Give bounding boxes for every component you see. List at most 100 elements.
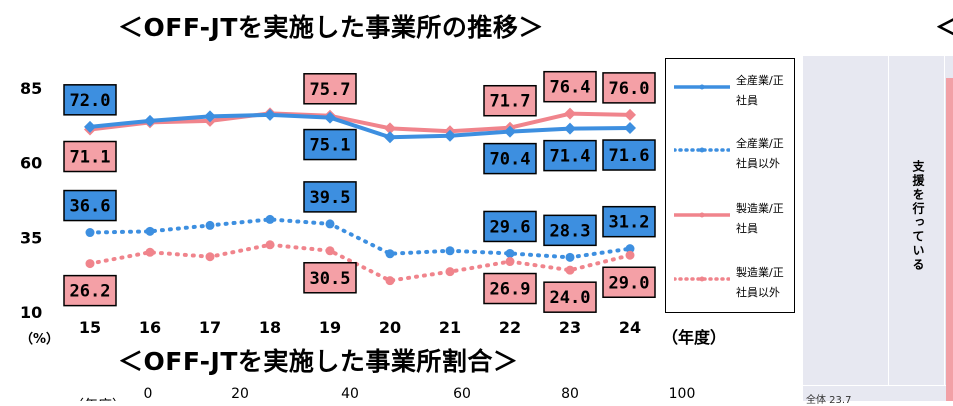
- second-axis-tick: 80: [561, 386, 579, 401]
- legend-item-2: 製造業/正社員: [666, 199, 796, 239]
- data-label-box: [303, 73, 357, 105]
- data-label-box: [543, 281, 597, 313]
- legend-item-0: 全産業/正社員: [666, 71, 796, 111]
- data-label: 70.4: [490, 150, 531, 170]
- data-point: [324, 111, 336, 124]
- x-tick-label: 17: [199, 318, 221, 337]
- legend-label-1: 全産業/正社員以外: [736, 137, 784, 170]
- data-label-box: [303, 262, 357, 294]
- right-table-divider: [944, 56, 945, 386]
- series-line-0: [89, 112, 631, 140]
- legend-item-3: 製造業/正社員以外: [666, 263, 796, 303]
- data-label: 71.6: [609, 146, 650, 166]
- series-line-1: [88, 217, 632, 260]
- second-axis-tick: 100: [669, 386, 696, 401]
- second-axis-tick: 20: [231, 386, 249, 401]
- second-axis-tick: 0: [144, 386, 153, 401]
- data-point: [564, 107, 576, 120]
- data-point: [265, 214, 275, 224]
- data-label-box: [63, 274, 117, 307]
- x-tick-label: 19: [319, 318, 341, 337]
- data-label: 71.1: [70, 148, 111, 168]
- second-axis-label: （年度）: [70, 398, 126, 401]
- data-label-box: [483, 272, 537, 305]
- data-label: 24.0: [550, 288, 591, 308]
- data-label-box: [543, 139, 597, 172]
- data-point: [144, 114, 156, 127]
- data-label: 30.5: [310, 269, 351, 289]
- data-point: [565, 265, 575, 275]
- data-label: 26.9: [490, 280, 531, 300]
- legend-swatch-0: [674, 84, 730, 90]
- data-label-box: [303, 128, 357, 161]
- data-point: [445, 267, 455, 277]
- y-tick-label: 85: [20, 79, 42, 98]
- data-point: [384, 122, 396, 135]
- data-point: [625, 244, 635, 254]
- data-point: [385, 276, 395, 286]
- data-label-box: [483, 142, 537, 175]
- right-table-header: 支援を行っている: [911, 160, 925, 272]
- data-point: [264, 108, 276, 121]
- legend-swatch-2: [674, 212, 730, 218]
- data-label: 39.5: [310, 188, 351, 208]
- data-point: [565, 252, 575, 262]
- series-line-2: [89, 111, 631, 134]
- data-label: 29.6: [490, 217, 531, 237]
- data-label-box: [543, 214, 597, 247]
- data-label-box: [303, 181, 357, 213]
- chart-title: ＜OFF-JTを実施した事業所の推移＞: [118, 13, 544, 42]
- series-line-3: [88, 242, 632, 283]
- y-tick-label: 35: [20, 228, 42, 247]
- data-point: [625, 250, 635, 260]
- data-label-box: [483, 210, 537, 243]
- data-label: 76.4: [550, 78, 591, 98]
- data-point: [205, 220, 215, 230]
- legend-swatch-3: [674, 276, 730, 282]
- data-label: 71.7: [490, 92, 531, 112]
- data-label-box: [602, 205, 656, 238]
- right-chart-title-partial: ＜: [935, 13, 953, 42]
- data-point: [265, 240, 275, 250]
- data-point: [505, 248, 515, 258]
- data-point: [444, 129, 456, 142]
- data-label: 28.3: [550, 221, 591, 241]
- data-label: 72.0: [70, 91, 111, 111]
- data-point: [205, 252, 215, 262]
- data-point: [384, 131, 396, 144]
- legend-item-1: 全産業/正社員以外: [666, 134, 796, 174]
- x-tick-label: 15: [79, 318, 101, 337]
- second-axis-tick: 60: [453, 386, 471, 401]
- data-point: [204, 110, 216, 123]
- x-tick-label: 21: [439, 318, 461, 337]
- data-label-box: [63, 140, 117, 173]
- data-point: [624, 108, 636, 121]
- data-point: [325, 246, 335, 256]
- legend-label-3: 製造業/正社員以外: [736, 266, 784, 299]
- data-point: [564, 122, 576, 135]
- x-tick-label: 24: [619, 318, 641, 337]
- second-chart-title: ＜OFF-JTを実施した事業所割合＞: [118, 347, 519, 376]
- data-point: [385, 249, 395, 259]
- chart-legend: 全産業/正社員 全産業/正社員以外 製造業/正社員 製造業/正社員以外: [665, 58, 795, 313]
- data-label: 36.6: [70, 197, 111, 217]
- x-axis-label: （年度）: [662, 328, 726, 347]
- data-label: 26.2: [70, 282, 111, 302]
- data-label-box: [602, 139, 656, 171]
- legend-label-2: 製造業/正社員: [736, 202, 784, 235]
- right-table-divider: [888, 56, 889, 386]
- data-label: 75.7: [310, 80, 351, 100]
- right-table-panel: [803, 56, 953, 401]
- second-axis-tick: 40: [341, 386, 359, 401]
- data-label-box: [543, 70, 597, 103]
- data-label-box: [63, 84, 117, 116]
- right-table-divider: [803, 385, 953, 386]
- data-point: [445, 246, 455, 256]
- data-label-box: [602, 266, 656, 299]
- data-point: [624, 122, 636, 135]
- data-point: [85, 259, 95, 269]
- data-label: 29.0: [609, 273, 650, 293]
- y-tick-label: 10: [20, 303, 42, 322]
- x-tick-label: 18: [259, 318, 281, 337]
- x-tick-label: 22: [499, 318, 521, 337]
